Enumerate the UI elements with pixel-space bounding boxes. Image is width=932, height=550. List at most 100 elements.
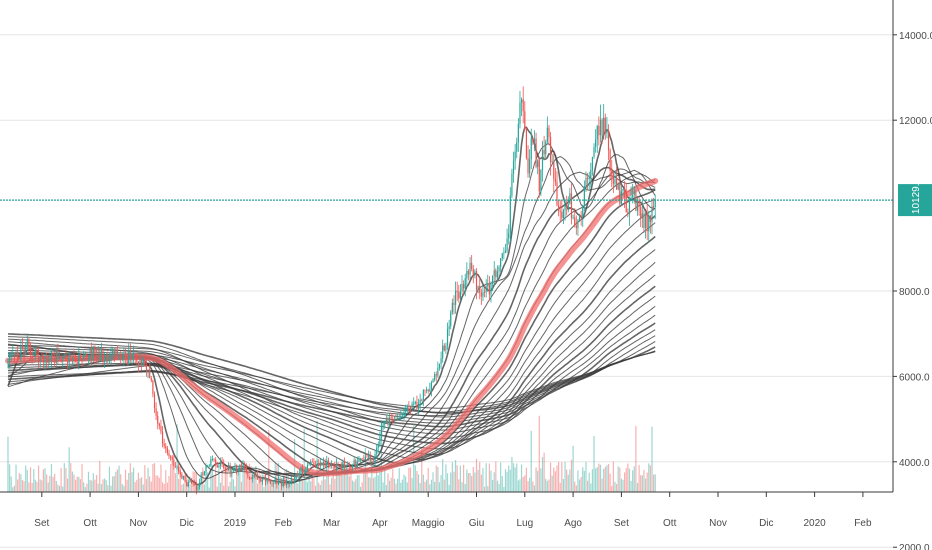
candle-body xyxy=(516,142,518,152)
volume-bar xyxy=(376,467,378,492)
candle xyxy=(33,351,35,356)
candle-body xyxy=(450,312,452,327)
volume-bar xyxy=(23,481,25,492)
candle-body xyxy=(313,462,315,465)
volume-bar xyxy=(421,447,423,492)
candle-body xyxy=(397,418,399,420)
volume-bar xyxy=(554,471,556,492)
y-tick-label-4: 4000.0 xyxy=(899,458,930,469)
volume-bar xyxy=(520,464,523,492)
volume-bar xyxy=(126,479,128,492)
candle xyxy=(176,465,178,470)
candle xyxy=(406,404,408,415)
candle-body xyxy=(366,456,368,458)
volume-bar xyxy=(279,479,281,492)
candle xyxy=(166,445,168,456)
candle xyxy=(297,470,299,478)
volume-bar xyxy=(161,482,164,492)
candle xyxy=(648,210,650,243)
volume-bar xyxy=(511,456,513,492)
candle-body xyxy=(485,286,487,293)
candle-body xyxy=(213,458,215,460)
volume-bar xyxy=(132,467,135,492)
candle-body xyxy=(368,454,370,458)
candle xyxy=(103,351,106,368)
volume-bar xyxy=(348,476,350,492)
volume-bar xyxy=(305,480,307,492)
volume-bar xyxy=(20,474,22,492)
volume-bar xyxy=(514,467,516,492)
candle-body xyxy=(384,422,386,425)
candle-body xyxy=(205,466,207,472)
candle xyxy=(562,208,565,224)
candle-body xyxy=(405,409,407,412)
volume-bar xyxy=(165,470,167,492)
volume-bar xyxy=(62,486,64,492)
candle-body xyxy=(192,483,194,485)
candle-body xyxy=(562,210,565,219)
candle xyxy=(321,462,323,467)
volume-bar xyxy=(485,463,487,492)
candle-body xyxy=(141,358,143,366)
candle-body xyxy=(582,205,584,217)
candle xyxy=(422,389,424,407)
volume-bar xyxy=(463,464,465,492)
candle-body xyxy=(181,473,183,479)
candle-body xyxy=(215,459,217,466)
volume-bar xyxy=(36,481,38,492)
volume-bar xyxy=(58,485,61,492)
candle-body xyxy=(414,401,416,404)
candle xyxy=(437,361,439,378)
volume-bar xyxy=(604,466,606,492)
volume-bar xyxy=(84,487,86,492)
volume-bar xyxy=(187,484,189,492)
volume-bar xyxy=(493,472,495,492)
volume-bar xyxy=(60,468,62,492)
volume-bar xyxy=(651,426,653,492)
candle xyxy=(102,347,104,365)
volume-bar xyxy=(583,470,585,492)
candle xyxy=(232,467,234,472)
volume-bar xyxy=(585,461,587,492)
candle-body xyxy=(522,99,524,112)
volume-bar xyxy=(487,486,489,492)
candle-body xyxy=(615,179,618,190)
candle-body xyxy=(145,366,148,372)
candle-body xyxy=(530,138,532,160)
volume-bar xyxy=(599,464,602,492)
volume-bar xyxy=(500,462,502,492)
candle xyxy=(577,218,579,236)
volume-bar xyxy=(227,486,230,492)
candle-body xyxy=(260,479,262,482)
candle-body xyxy=(424,389,426,391)
candle-body xyxy=(461,283,463,292)
volume-bar xyxy=(178,478,180,492)
candle-body xyxy=(308,464,310,466)
candle xyxy=(36,348,38,358)
candle xyxy=(580,210,582,226)
volume-bar xyxy=(440,475,442,492)
candle-body xyxy=(229,465,231,474)
volume-bar xyxy=(12,487,14,492)
volume-bar xyxy=(467,473,470,492)
candle xyxy=(527,145,529,178)
volume-bar xyxy=(73,474,75,492)
volume-bar xyxy=(224,465,226,492)
candle-body xyxy=(537,160,539,167)
volume-bar xyxy=(546,480,548,492)
candle xyxy=(210,456,212,468)
candle xyxy=(627,208,629,218)
candle xyxy=(81,359,83,367)
candle-body xyxy=(105,355,107,360)
candle xyxy=(339,466,341,468)
candle-body xyxy=(529,159,531,174)
candle-body xyxy=(87,359,90,361)
price-axis[interactable]: 14000.0 12000.0 8000.0 6000.0 4000.0 2000.0 xyxy=(893,31,932,550)
moving-average-line xyxy=(7,261,656,456)
time-axis[interactable]: Set Ott Nov Dic 2019 Feb Mar Apr Maggio Giu Lug Ago… xyxy=(34,492,872,529)
candle-body xyxy=(421,399,423,401)
candle-body xyxy=(559,211,561,213)
candle xyxy=(115,347,117,358)
volume-bar xyxy=(570,459,573,492)
